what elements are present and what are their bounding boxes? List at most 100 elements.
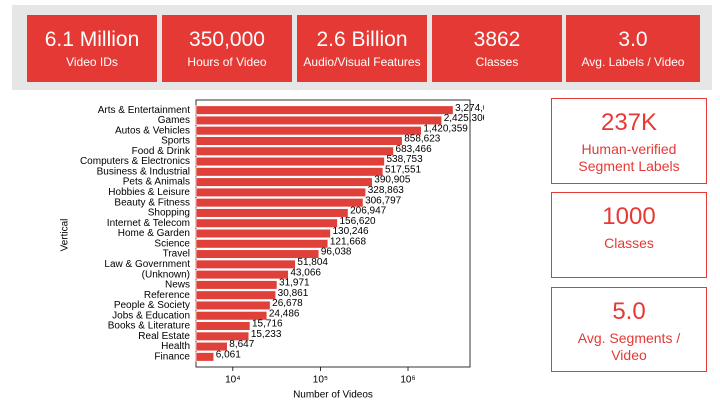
bar <box>195 187 367 197</box>
value-label: 328,863 <box>368 185 405 196</box>
value-label: 30,861 <box>278 288 309 299</box>
value-label: 96,038 <box>321 247 352 258</box>
stat-value: 3862 <box>473 28 521 51</box>
stat-card: 2.6 Billion Audio/Visual Features <box>297 15 427 82</box>
bar <box>195 136 403 146</box>
side-value: 237K <box>600 109 658 136</box>
value-label: 1,420,359 <box>423 123 468 134</box>
stat-label: Video IDs <box>66 55 118 69</box>
stat-card: 350,000 Hours of Video <box>162 15 292 82</box>
bar <box>195 115 443 126</box>
y-tick-label: Travel <box>163 249 190 260</box>
bar <box>195 311 268 321</box>
side-value: 5.0 <box>612 298 646 325</box>
side-value: 1000 <box>602 203 656 230</box>
stat-label: Hours of Video <box>187 55 267 69</box>
x-tick-label: 10⁵ <box>313 375 328 386</box>
stat-label: Audio/Visual Features <box>303 55 421 69</box>
y-tick-label: Home & Garden <box>118 228 190 239</box>
value-label: 517,551 <box>385 164 422 175</box>
stat-label: Classes <box>475 55 519 69</box>
y-tick-label: Autos & Vehicles <box>115 125 190 136</box>
x-tick-label: 10⁶ <box>400 375 415 386</box>
bar <box>195 259 296 269</box>
y-tick-label: Real Estate <box>138 331 190 342</box>
value-label: 156,620 <box>339 216 376 227</box>
y-tick-label: Health <box>161 341 190 352</box>
bar <box>195 321 251 331</box>
value-label: 15,233 <box>251 329 282 340</box>
value-label: 130,246 <box>332 226 369 237</box>
value-label: 8,647 <box>229 339 254 350</box>
y-tick-label: Business & Industrial <box>97 166 190 177</box>
bar <box>195 167 384 177</box>
stat-value: 350,000 <box>189 28 265 51</box>
bar <box>195 300 271 311</box>
y-tick-label: People & Society <box>114 300 190 311</box>
y-tick-label: Games <box>158 115 190 126</box>
value-label: 24,486 <box>269 308 300 319</box>
bar <box>195 218 338 228</box>
bar <box>195 198 364 208</box>
y-tick-label: Hobbies & Leisure <box>108 187 190 198</box>
bar <box>195 126 422 136</box>
value-label: 31,971 <box>279 278 310 289</box>
stat-value: 3.0 <box>618 28 648 51</box>
side-label: Classes <box>604 235 654 251</box>
side-card: 5.0 Avg. Segments / Video <box>551 287 707 372</box>
bar <box>195 105 454 115</box>
bar <box>195 146 394 156</box>
value-label: 683,466 <box>396 144 433 155</box>
value-label: 43,066 <box>290 267 321 278</box>
stat-value: 2.6 Billion <box>316 28 408 51</box>
y-tick-label: Computers & Electronics <box>80 156 190 167</box>
stat-label: Avg. Labels / Video <box>581 55 685 69</box>
side-label: Avg. Segments / Video <box>577 330 681 363</box>
y-tick-label: Pets & Animals <box>123 177 190 188</box>
side-label: Human-verified Segment Labels <box>578 141 680 174</box>
value-label: 26,678 <box>272 298 303 309</box>
stat-card: 3.0 Avg. Labels / Video <box>566 15 700 82</box>
stat-card: 3862 Classes <box>432 15 562 82</box>
y-tick-label: Beauty & Fitness <box>114 197 190 208</box>
bar <box>195 249 320 259</box>
y-tick-label: Books & Literature <box>108 321 191 332</box>
stat-value: 6.1 Million <box>44 28 140 51</box>
value-label: 51,804 <box>297 257 328 268</box>
y-tick-label: Shopping <box>148 208 190 219</box>
bar <box>195 270 289 280</box>
y-axis-title: Vertical <box>60 219 71 252</box>
y-tick-label: (Unknown) <box>142 269 190 280</box>
y-tick-label: Arts & Entertainment <box>98 105 190 116</box>
y-tick-label: Internet & Telecom <box>107 218 190 229</box>
side-card: 1000 Classes <box>551 192 707 278</box>
bar <box>195 280 278 290</box>
value-label: 6,061 <box>216 350 241 361</box>
bar <box>195 208 349 218</box>
value-label: 858,623 <box>404 134 441 145</box>
value-label: 15,716 <box>252 319 283 330</box>
stat-card: 6.1 Million Video IDs <box>27 15 157 82</box>
x-tick-label: 10⁴ <box>225 375 240 386</box>
y-tick-label: Finance <box>154 352 190 363</box>
y-tick-label: Jobs & Education <box>112 310 190 321</box>
bar <box>195 239 329 249</box>
y-tick-label: Science <box>154 238 190 249</box>
y-tick-label: News <box>165 280 190 291</box>
bar <box>195 352 215 362</box>
value-label: 538,753 <box>386 154 423 165</box>
bar <box>195 331 250 341</box>
y-tick-label: Reference <box>144 290 191 301</box>
y-tick-label: Law & Government <box>104 259 190 270</box>
bar <box>195 290 276 300</box>
bar <box>195 341 228 352</box>
value-label: 121,668 <box>330 236 367 247</box>
side-card: 237K Human-verified Segment Labels <box>551 98 707 184</box>
bar <box>195 156 385 167</box>
bar <box>195 228 331 239</box>
y-tick-label: Sports <box>161 136 190 147</box>
value-label: 3,274,000 <box>455 103 500 114</box>
value-label: 390,905 <box>374 175 411 186</box>
